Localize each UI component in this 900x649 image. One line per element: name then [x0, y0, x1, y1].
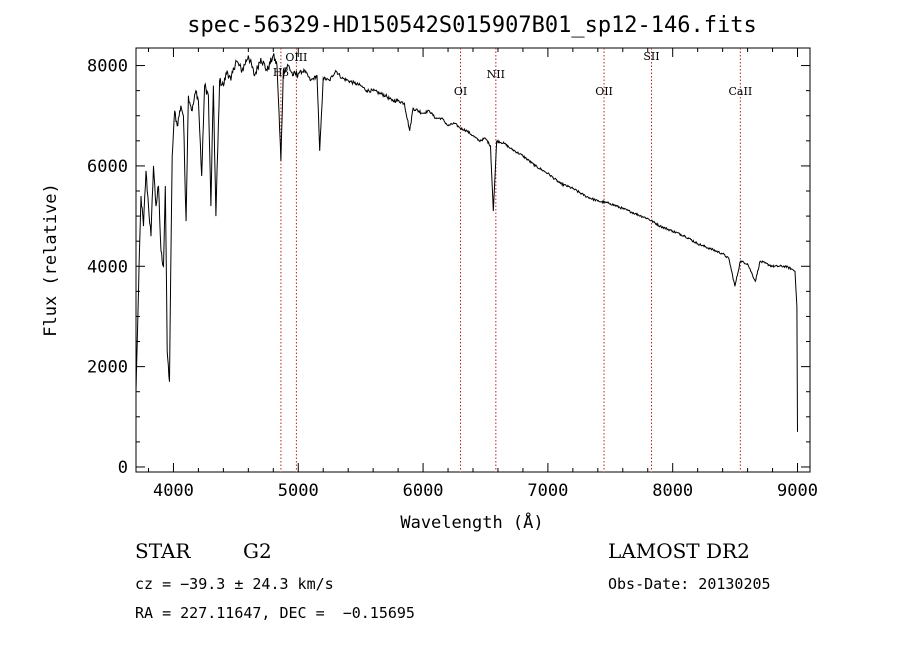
x-tick-label: 8000	[652, 481, 693, 501]
x-axis-label: Wavelength (Å)	[400, 511, 543, 533]
survey-name: LAMOST DR2	[608, 539, 750, 563]
y-tick-label: 2000	[87, 358, 128, 378]
line-marker-label: OII	[595, 85, 613, 98]
obs-date-text: Obs-Date: 20130205	[608, 575, 771, 593]
x-tick-label: 7000	[527, 481, 568, 501]
chart-title: spec-56329-HD150542S015907B01_sp12-146.f…	[187, 13, 757, 38]
x-tick-label: 9000	[777, 481, 818, 501]
object-subclass: G2	[243, 539, 272, 563]
y-axis-label: Flux (relative)	[41, 183, 61, 337]
y-tick-label: 4000	[87, 257, 128, 277]
x-tick-label: 4000	[153, 481, 194, 501]
line-marker-label: OIII	[285, 51, 307, 64]
object-class: STAR	[135, 539, 191, 563]
line-marker-label: SII	[643, 50, 659, 63]
y-tick-label: 6000	[87, 157, 128, 177]
line-marker-label: OI	[454, 85, 467, 98]
x-tick-label: 6000	[403, 481, 444, 501]
y-tick-label: 8000	[87, 57, 128, 77]
y-tick-label: 0	[118, 458, 128, 478]
plot-frame	[135, 47, 811, 473]
redshift-text: cz = −39.3 ± 24.3 km/s	[135, 575, 334, 593]
coordinates-text: RA = 227.11647, DEC = −0.15695	[135, 604, 415, 622]
line-marker-label: NII	[487, 68, 505, 81]
line-marker-label: CaII	[729, 85, 753, 98]
x-tick-label: 5000	[278, 481, 319, 501]
spectrum-line	[135, 53, 798, 432]
